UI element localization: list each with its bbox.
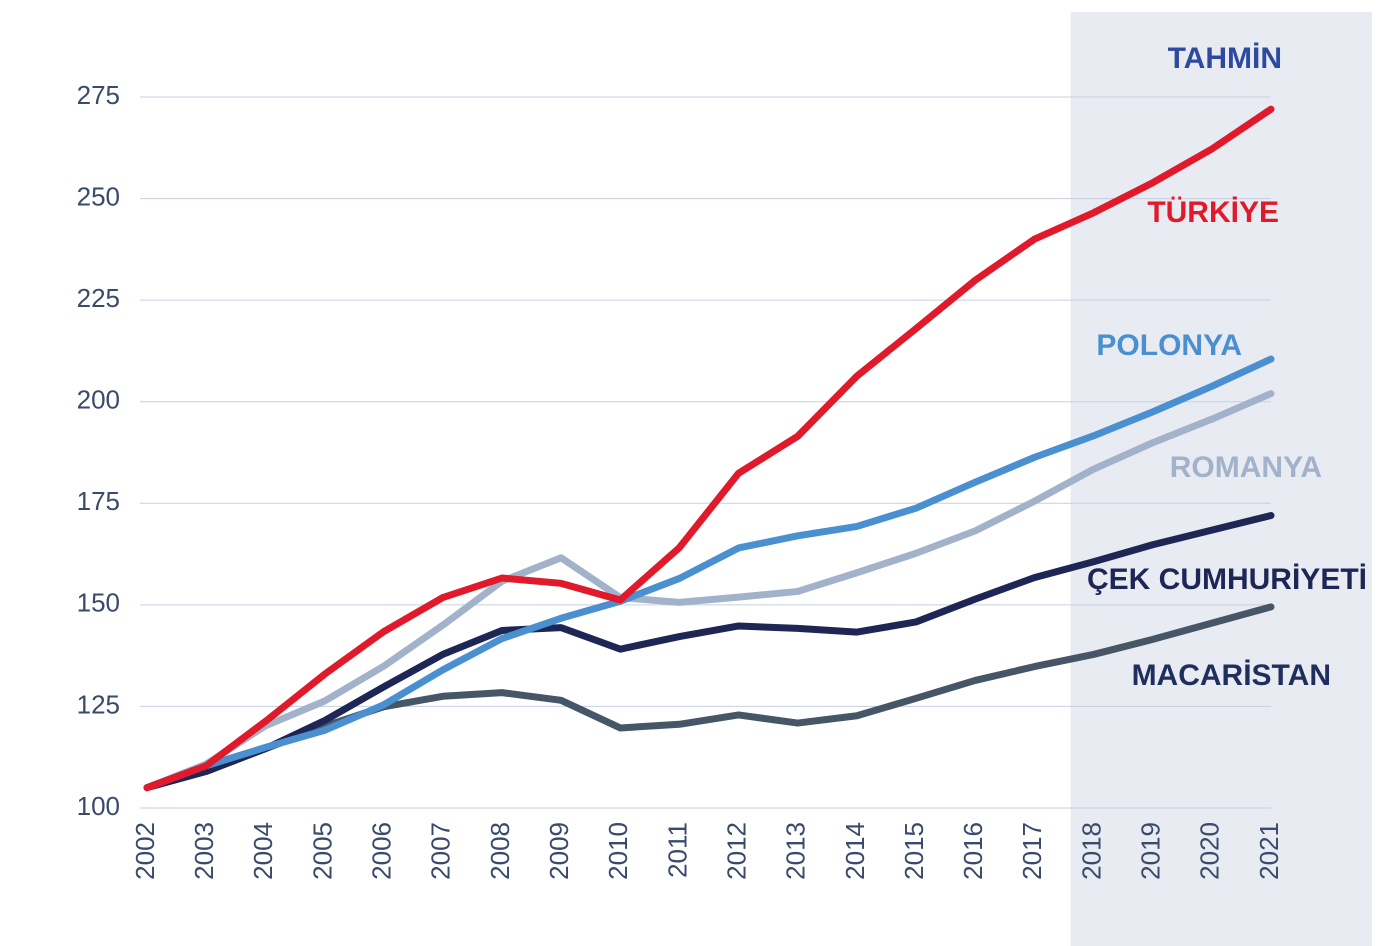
x-tick-label: 2008	[485, 822, 515, 880]
x-tick-label: 2019	[1136, 822, 1166, 880]
x-tick-label: 2011	[662, 822, 692, 878]
x-tick-label: 2018	[1076, 822, 1106, 880]
series-label: TÜRKİYE	[1147, 196, 1279, 229]
y-tick-label: 175	[77, 486, 120, 516]
y-tick-label: 250	[77, 181, 120, 211]
y-tick-label: 275	[77, 80, 120, 110]
x-tick-label: 2002	[130, 822, 160, 880]
x-tick-label: 2013	[781, 822, 811, 880]
series-line	[143, 355, 1275, 792]
series-label: POLONYA	[1096, 329, 1242, 362]
series-line	[143, 511, 1275, 792]
x-tick-label: 2007	[426, 822, 456, 880]
forecast-label: TAHMİN	[1168, 42, 1282, 75]
y-tick-label: 125	[77, 689, 120, 719]
y-tick-label: 100	[77, 791, 120, 821]
x-tick-label: 2017	[1017, 822, 1047, 880]
series-line	[143, 390, 1275, 792]
x-tick-label: 2003	[189, 822, 219, 880]
x-tick-label: 2010	[603, 822, 633, 880]
x-tick-label: 2016	[958, 822, 988, 880]
x-tick-label: 2009	[544, 822, 574, 880]
series-label: ÇEK CUMHURİYETİ	[1087, 563, 1367, 596]
y-tick-label: 150	[77, 588, 120, 618]
x-tick-label: 2014	[840, 822, 870, 880]
x-tick-label: 2006	[367, 822, 397, 880]
x-tick-label: 2012	[721, 822, 751, 880]
x-tick-label: 2021	[1254, 822, 1284, 880]
x-tick-label: 2020	[1195, 822, 1225, 880]
series-label: ROMANYA	[1170, 451, 1322, 484]
y-tick-label: 225	[77, 283, 120, 313]
x-tick-label: 2004	[248, 822, 278, 880]
x-tick-label: 2015	[899, 822, 929, 880]
y-tick-label: 200	[77, 385, 120, 415]
series-line	[143, 105, 1275, 792]
forecast-band	[1070, 12, 1372, 946]
x-tick-label: 2005	[307, 822, 337, 880]
series-label: MACARİSTAN	[1132, 659, 1331, 692]
